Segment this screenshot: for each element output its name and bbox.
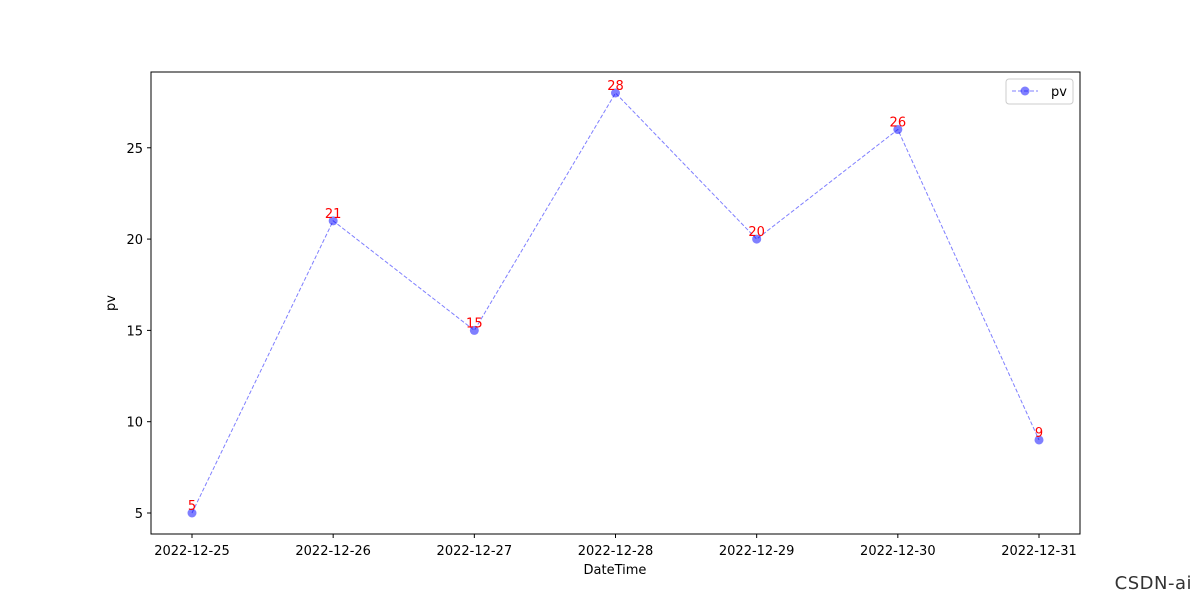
x-tick-label: 2022-12-28: [578, 544, 654, 559]
x-tick-label: 2022-12-31: [1001, 544, 1077, 559]
series-layer: [187, 88, 1044, 518]
data-label: 26: [890, 116, 907, 131]
data-point: [611, 88, 620, 98]
x-tick-label: 2022-12-25: [154, 544, 230, 559]
data-label: 28: [607, 79, 624, 94]
data-label: 9: [1035, 426, 1043, 441]
data-label: 20: [748, 225, 765, 240]
y-tick-label: 20: [126, 233, 143, 248]
x-tick-label: 2022-12-29: [719, 544, 795, 559]
data-point: [752, 234, 762, 244]
x-tick-label: 2022-12-27: [437, 544, 513, 559]
data-label: 5: [188, 499, 196, 514]
y-tick-label: 10: [126, 416, 143, 431]
y-tick-label: 25: [126, 142, 143, 157]
data-label: 21: [325, 207, 342, 222]
x-tick-label: 2022-12-30: [860, 544, 936, 559]
x-axis: 2022-12-25 2022-12-26 2022-12-27 2022-12-28…: [154, 534, 1077, 559]
data-point: [1034, 435, 1044, 445]
y-tick-label: 5: [135, 507, 143, 522]
legend-marker: [1020, 86, 1030, 96]
data-point: [893, 125, 903, 135]
y-axis: 5 10 15 20 25: [126, 142, 151, 522]
data-point: [328, 216, 338, 226]
x-axis-label: DateTime: [584, 563, 647, 578]
legend-label: pv: [1051, 85, 1067, 100]
data-point: [469, 325, 479, 335]
data-labels: 5 21 15 28 20 26 9: [188, 79, 1043, 514]
legend-box: [1005, 78, 1074, 105]
watermark: CSDN-ai: [1114, 573, 1192, 594]
data-label: 15: [466, 316, 483, 331]
x-tick-label: 2022-12-26: [295, 544, 371, 559]
plot-area: [150, 71, 1081, 535]
y-tick-label: 15: [126, 324, 143, 339]
y-axis-label: pv: [104, 295, 119, 311]
legend: pv: [1005, 78, 1074, 105]
data-point: [187, 508, 197, 518]
